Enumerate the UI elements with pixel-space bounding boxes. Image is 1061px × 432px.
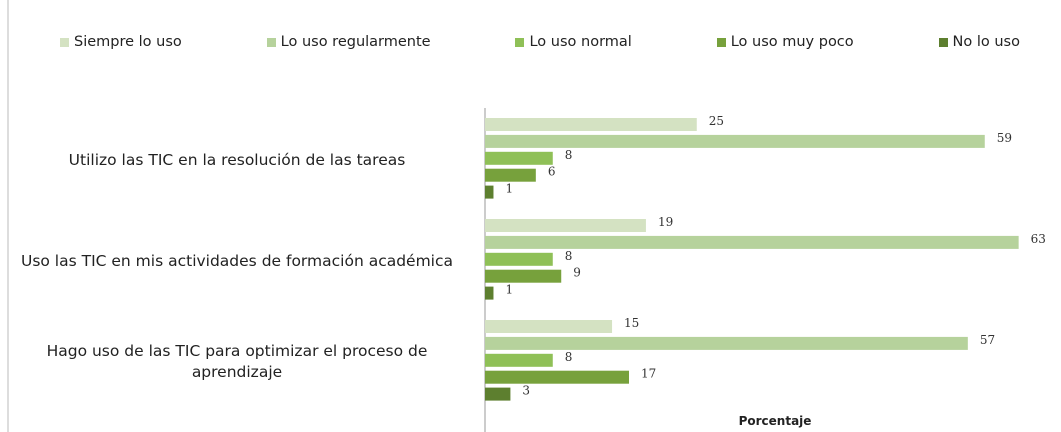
bar [485,387,511,401]
value-label: 1 [505,283,513,297]
legend-item: Siempre lo uso [60,34,182,50]
legend-label: Lo uso muy poco [730,34,854,50]
bar [485,168,536,182]
value-label: 19 [658,215,673,229]
bar [485,252,553,266]
value-label: 3 [522,384,530,398]
value-label: 8 [565,148,573,162]
bar [485,336,968,350]
value-label: 9 [573,266,581,280]
bar [485,320,613,333]
legend-label: Siempre lo uso [74,34,182,50]
category-label: Utilizo las TIC en la resolución de las … [68,150,406,169]
category-label: Hago uso de las TIC para optimizar el pr… [46,342,428,382]
bar [485,370,629,384]
bar [485,353,553,367]
legend-label: Lo uso regularmente [280,34,431,50]
category-label: Uso las TIC en mis actividades de formac… [20,251,454,270]
bar [485,118,697,131]
legend-label: No lo uso [952,34,1020,50]
legend-swatch [266,37,276,47]
bar [485,235,1019,249]
bar [485,185,494,199]
value-label: 1 [505,182,513,196]
legend-item: No lo uso [938,34,1020,50]
legend-item: Lo uso muy poco [716,34,854,50]
bar [485,219,646,232]
value-label: 57 [980,333,995,347]
bar [485,286,494,300]
legend: Siempre lo uso Lo uso regularmente Lo uso … [60,34,1020,50]
value-label: 8 [565,249,573,263]
value-label: 6 [548,165,556,179]
value-label: 59 [997,131,1012,145]
legend-item: Lo uso normal [515,34,632,50]
legend-item: Lo uso regularmente [266,34,431,50]
legend-swatch [60,37,69,47]
bar [485,269,562,283]
bar [485,151,553,165]
legend-swatch [938,37,948,47]
value-label: 63 [1031,232,1046,246]
value-label: 15 [624,316,639,330]
legend-swatch [515,37,525,47]
legend-swatch [716,37,726,47]
bar [485,134,985,148]
value-label: 25 [709,114,724,128]
value-label: 8 [565,350,573,364]
x-axis-label: Porcentaje [738,414,812,428]
value-label: 17 [641,367,656,381]
legend-label: Lo uso normal [529,34,632,50]
